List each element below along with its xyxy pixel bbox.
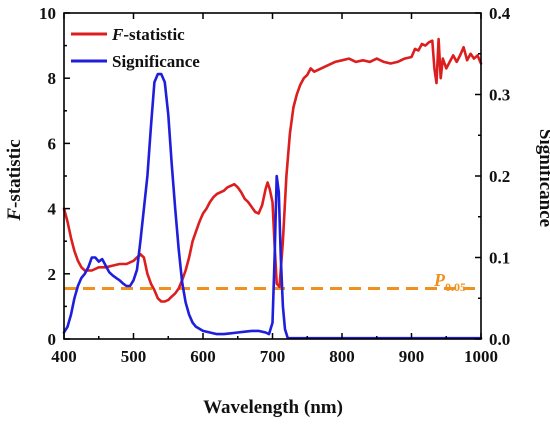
legend-label-f-statistic: F-statistic: [111, 25, 185, 44]
x-tick-label: 1000: [464, 347, 498, 366]
y-right-tick-label: 0.3: [489, 86, 510, 105]
legend: F-statistic Significance: [71, 25, 200, 71]
series-group: [62, 37, 483, 340]
y-right-tick-label: 0.0: [489, 330, 510, 349]
series-line-f-statistic: [62, 37, 483, 303]
threshold-label-sub: 0.05: [445, 280, 466, 294]
y-left-tick-label: 10: [39, 4, 56, 23]
x-tick-label: 800: [329, 347, 355, 366]
y-left-tick-label: 0: [48, 330, 57, 349]
y-axis-left-label-suffix: -statistic: [4, 139, 25, 208]
threshold-label-main: P: [433, 270, 446, 290]
y-left-tick-label: 2: [48, 265, 57, 284]
x-tick-label: 900: [399, 347, 425, 366]
y-axis-left-label-prefix: F: [4, 208, 25, 222]
series-line-significance: [62, 72, 483, 340]
threshold-label: P0.05: [433, 270, 466, 294]
x-tick-label: 500: [121, 347, 147, 366]
y-axis-right-label: Significance: [535, 129, 550, 227]
legend-label-f-prefix: F: [111, 25, 124, 44]
axes: 400 500 600 700 800 900 1000 0 2 4 6 8 10 0.0 0.1 0.2 0.…: [39, 4, 511, 366]
x-axis-label: Wavelength (nm): [203, 397, 343, 418]
legend-label-significance: Significance: [112, 52, 200, 71]
y-right-tick-label: 0.4: [489, 4, 511, 23]
y-left-tick-label: 4: [48, 200, 57, 219]
x-tick-label: 600: [190, 347, 216, 366]
x-tick-label: 700: [260, 347, 286, 366]
y-left-tick-label: 8: [48, 69, 57, 88]
y-right-tick-label: 0.1: [489, 249, 510, 268]
x-tick-label: 400: [51, 347, 77, 366]
y-right-tick-label: 0.2: [489, 167, 510, 186]
legend-label-f-suffix: -statistic: [123, 25, 185, 44]
y-left-tick-label: 6: [48, 134, 57, 153]
y-axis-left-label: F-statistic: [4, 139, 25, 221]
